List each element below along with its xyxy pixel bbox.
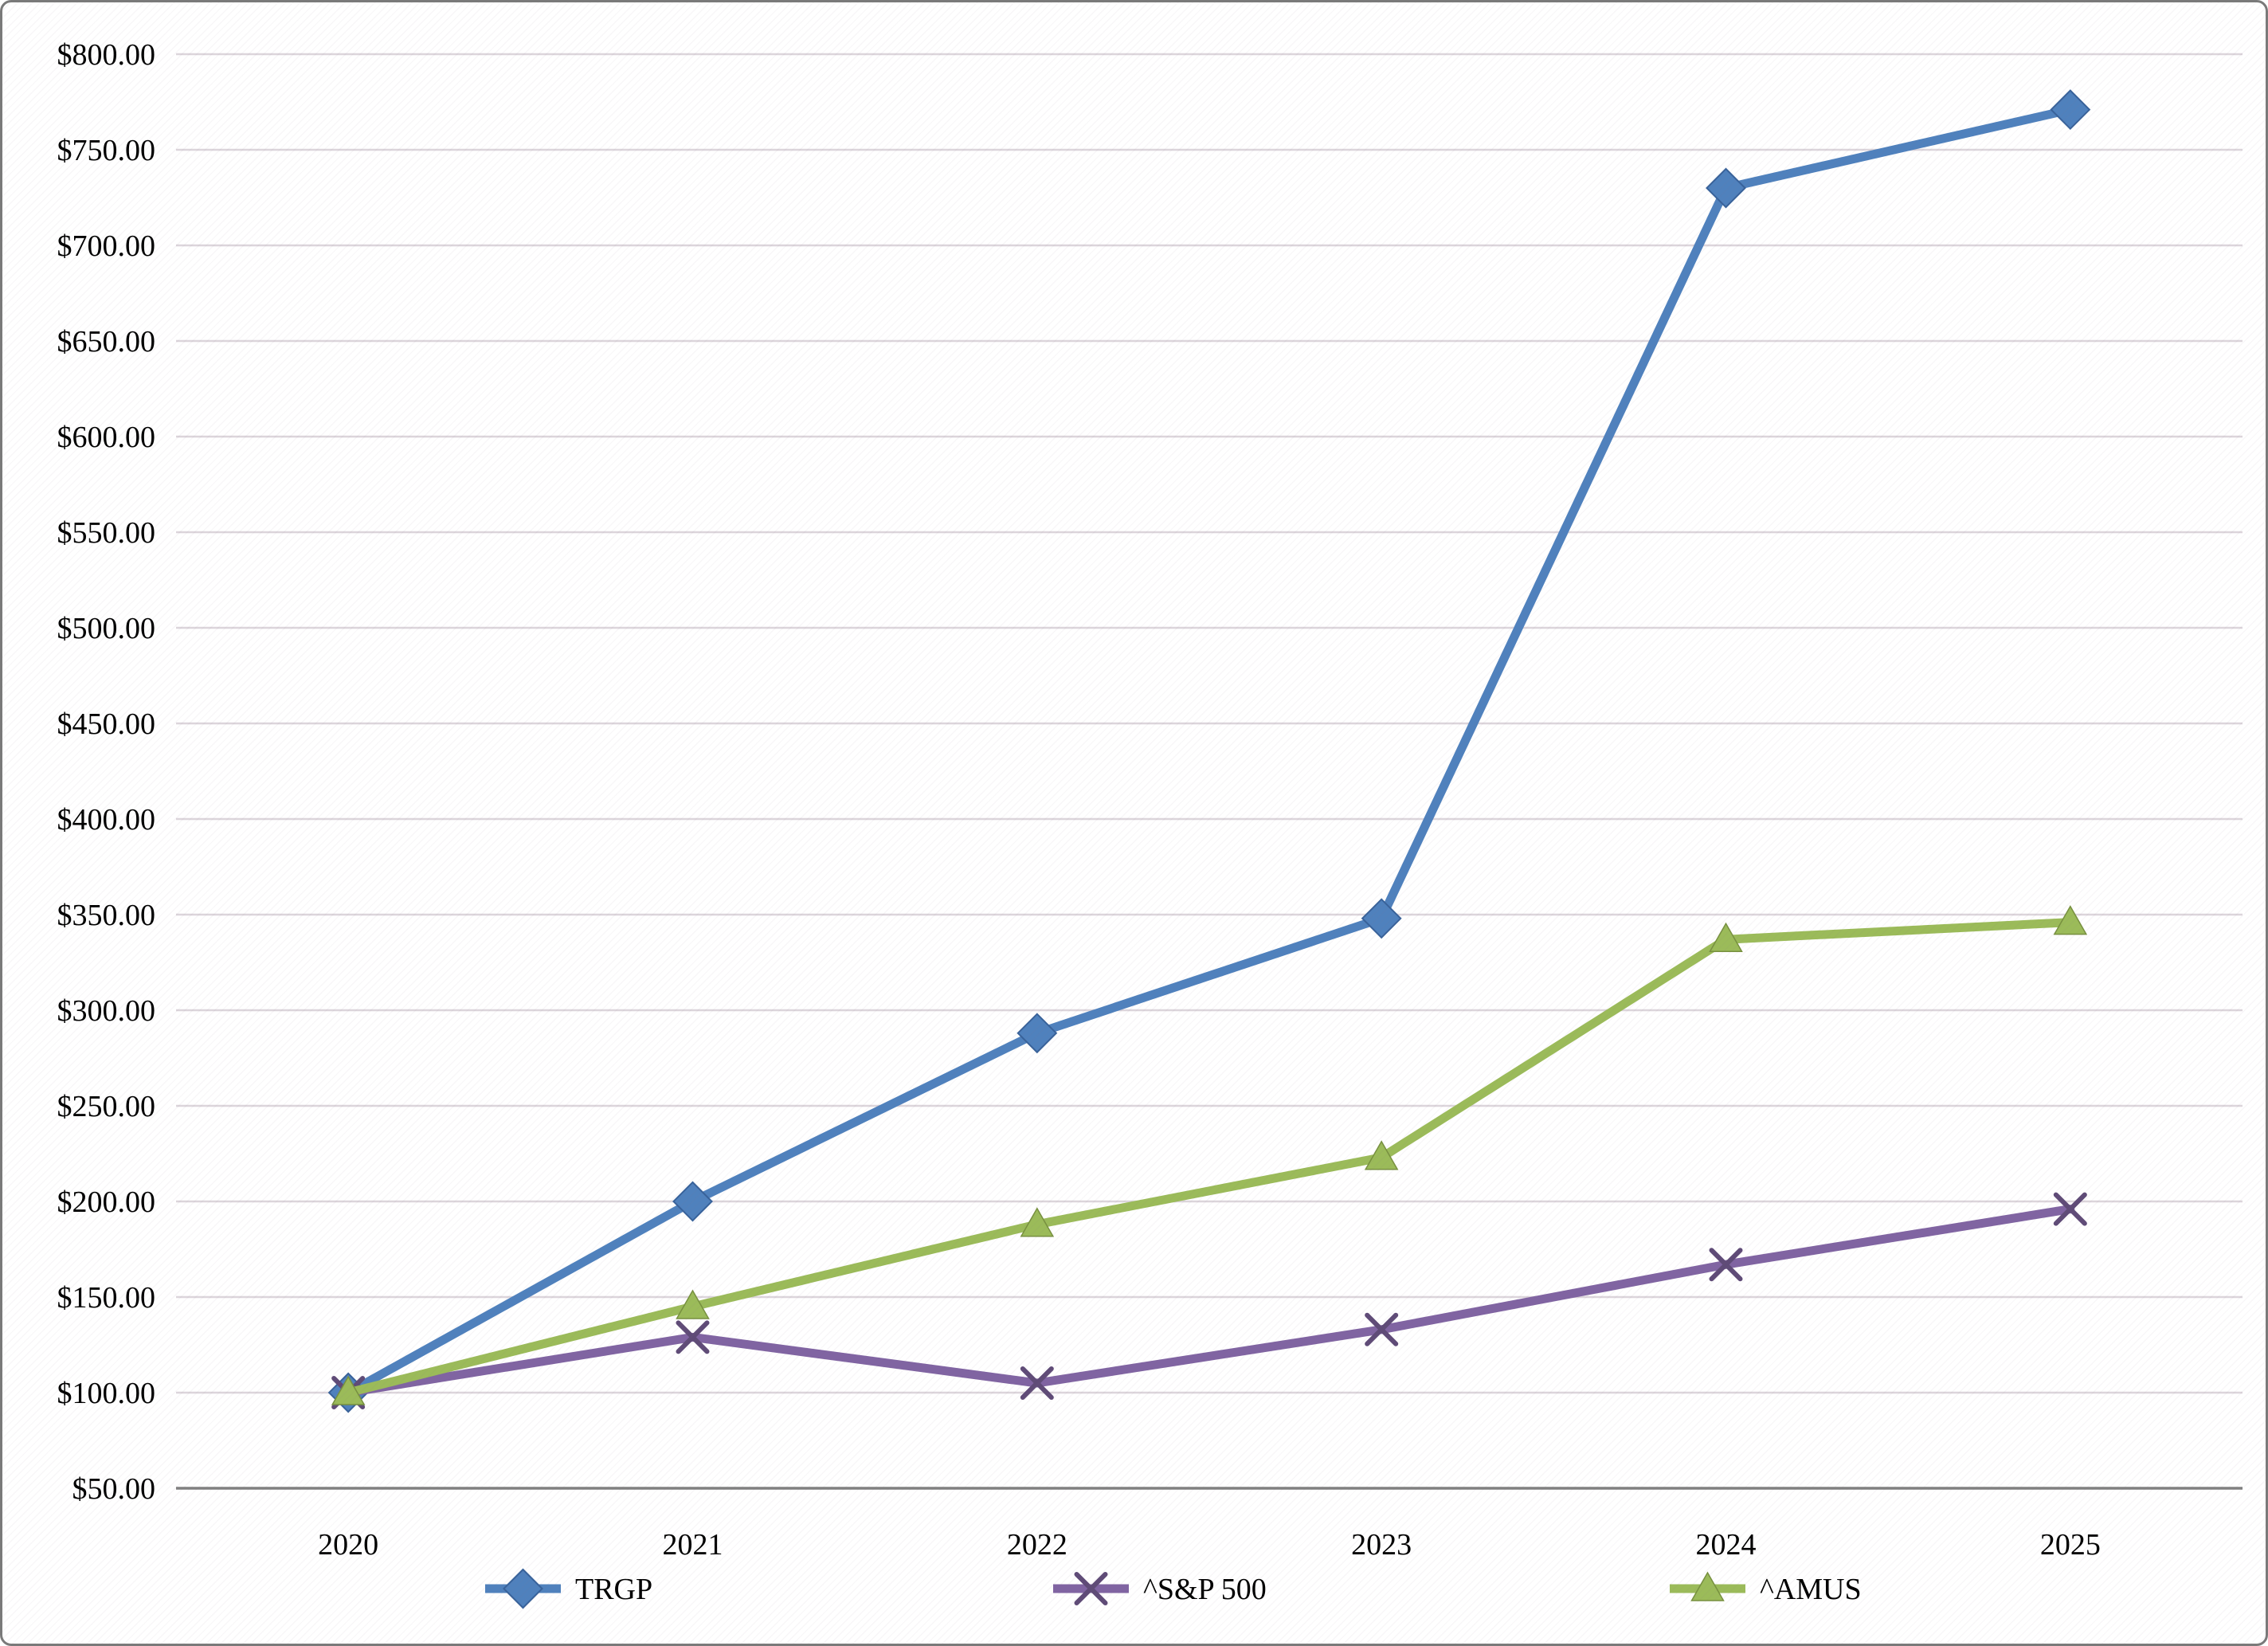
data-point-marker	[1690, 1571, 1725, 1601]
data-point-marker	[1016, 1013, 1058, 1054]
y-tick-label: $200.00	[57, 1186, 156, 1219]
data-point-marker	[676, 1289, 710, 1319]
data-point-marker	[2050, 89, 2091, 131]
legend-item-amus: ^AMUS	[1670, 1571, 1862, 1606]
y-tick-label: $450.00	[57, 707, 156, 741]
data-point-marker	[1020, 1366, 1054, 1400]
data-point-marker	[503, 1568, 543, 1609]
data-point-marker	[1709, 1248, 1743, 1282]
y-tick-label: $500.00	[57, 612, 156, 645]
data-point-marker	[1364, 1140, 1399, 1170]
data-point-marker	[1365, 1312, 1399, 1346]
y-tick-label: $300.00	[57, 994, 156, 1028]
y-tick-label: $400.00	[57, 803, 156, 837]
x-axis-label: 2023	[1351, 1528, 1412, 1562]
y-tick-label: $50.00	[72, 1472, 156, 1506]
y-tick-label: $100.00	[57, 1377, 156, 1410]
series-s-p-500	[331, 1192, 2087, 1409]
legend-item-trgp: TRGP	[485, 1568, 652, 1609]
y-tick-label: $150.00	[57, 1281, 156, 1315]
legend-label-trgp: TRGP	[575, 1573, 652, 1606]
data-point-marker	[1709, 922, 1743, 952]
data-point-marker	[1706, 167, 1746, 209]
series-trgp	[327, 89, 2091, 1413]
y-tick-label: $800.00	[57, 38, 156, 72]
series-line-amus	[343, 918, 2075, 1397]
x-axis-label: 2020	[318, 1528, 378, 1562]
data-point-marker	[1074, 1572, 1108, 1605]
data-point-marker	[2053, 1192, 2087, 1226]
data-point-marker	[676, 1320, 710, 1354]
y-tick-label: $600.00	[57, 421, 156, 454]
y-tick-label: $350.00	[57, 899, 156, 932]
x-axis-label: 2021	[663, 1528, 723, 1562]
data-point-marker	[1020, 1207, 1055, 1237]
legend-label-s-p-500: ^S&P 500	[1143, 1573, 1267, 1606]
series-line-trgp	[343, 105, 2075, 1397]
data-point-marker	[331, 1375, 366, 1405]
x-axis-label: 2022	[1007, 1528, 1067, 1562]
data-point-marker	[672, 1181, 713, 1222]
legend-label-amus: ^AMUS	[1760, 1573, 1862, 1606]
data-point-marker	[1361, 898, 1402, 939]
series-amus	[331, 905, 2088, 1405]
x-axis-label: 2025	[2040, 1528, 2101, 1562]
data-point-marker	[2053, 905, 2088, 935]
legend-item-s-p-500: ^S&P 500	[1053, 1572, 1267, 1606]
x-axis-label: 2024	[1696, 1528, 1757, 1562]
y-tick-label: $250.00	[57, 1090, 156, 1123]
y-tick-label: $550.00	[57, 516, 156, 550]
y-tick-label: $750.00	[57, 134, 156, 167]
y-tick-label: $700.00	[57, 229, 156, 263]
y-tick-label: $650.00	[57, 325, 156, 359]
series-line-s-p-500	[343, 1205, 2075, 1397]
